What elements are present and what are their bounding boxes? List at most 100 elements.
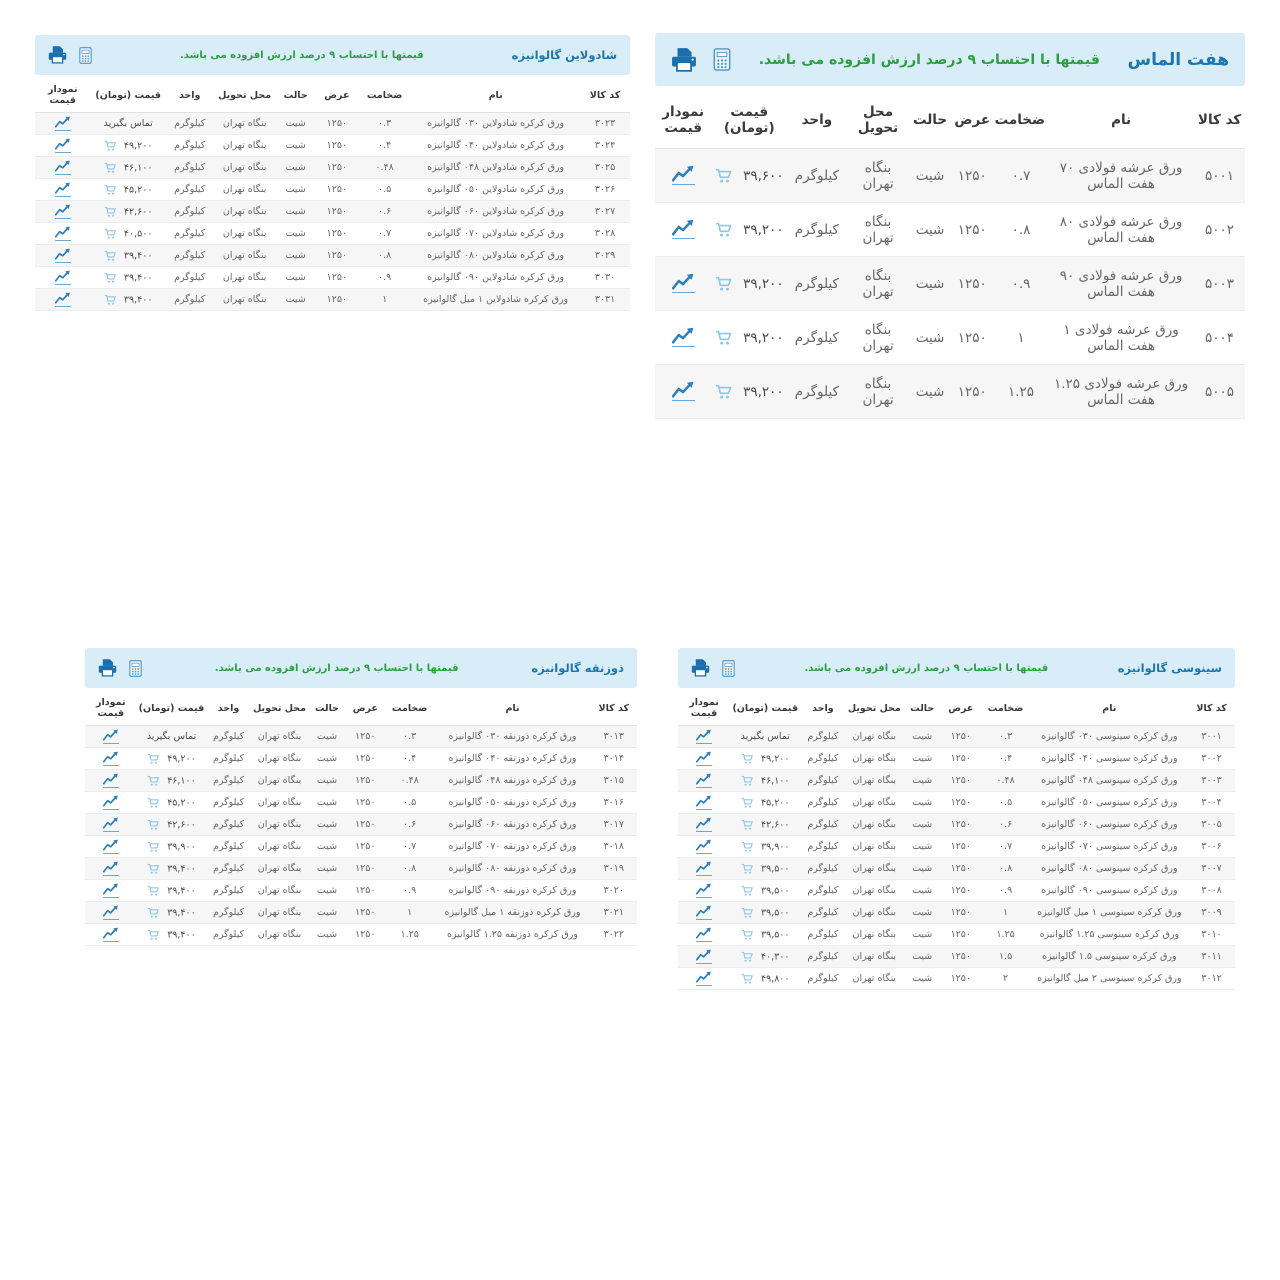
price-chart-link[interactable] xyxy=(54,226,71,241)
printer-icon[interactable] xyxy=(691,659,710,677)
price-chart-link[interactable] xyxy=(102,861,119,876)
cart-icon[interactable] xyxy=(147,929,160,941)
price-chart-link[interactable] xyxy=(102,817,119,832)
cart-icon[interactable] xyxy=(715,168,733,184)
price-chart-link[interactable] xyxy=(102,839,119,854)
cart-icon[interactable] xyxy=(741,907,754,919)
cart-icon[interactable] xyxy=(147,819,160,831)
price-chart-link[interactable] xyxy=(54,116,71,131)
price-value: ۳۹,۹۰۰ xyxy=(167,841,196,852)
calculator-icon[interactable] xyxy=(722,659,735,677)
price-chart-link[interactable] xyxy=(671,273,695,293)
price-chart-link[interactable] xyxy=(54,270,71,285)
cart-icon[interactable] xyxy=(104,140,117,152)
cart-icon[interactable] xyxy=(715,276,733,292)
cart-icon[interactable] xyxy=(147,775,160,787)
cart-icon[interactable] xyxy=(741,753,754,765)
price-chart-link[interactable] xyxy=(695,927,713,942)
price-chart-link[interactable] xyxy=(671,219,695,239)
cart-icon[interactable] xyxy=(147,885,160,897)
cart-icon[interactable] xyxy=(147,753,160,765)
price-chart-link[interactable] xyxy=(102,883,119,898)
cart-icon[interactable] xyxy=(104,294,117,306)
product-name: ورق کرکره شادولاین ۰۸۰ گالوانیزه xyxy=(411,244,581,267)
product-name: ورق کرکره سینوسی ۱.۵ گالوانیزه xyxy=(1030,945,1189,968)
printer-icon[interactable] xyxy=(48,46,67,64)
table-header-bar: شادولاین گالوانیزه قیمتها با احتساب ۹ در… xyxy=(35,35,630,75)
cart-icon[interactable] xyxy=(741,951,754,963)
price-chart-link[interactable] xyxy=(695,883,713,898)
delivery-location: بنگاه تهران xyxy=(845,967,904,990)
cart-icon[interactable] xyxy=(741,775,754,787)
calculator-icon[interactable] xyxy=(713,48,731,71)
price-chart-link[interactable] xyxy=(671,165,695,185)
cart-icon[interactable] xyxy=(715,384,733,400)
price-chart-link[interactable] xyxy=(102,729,119,744)
price-chart-link[interactable] xyxy=(54,182,71,197)
price-chart-link[interactable] xyxy=(54,204,71,219)
width-value: ۱۲۵۰ xyxy=(950,364,994,419)
price-chart-link[interactable] xyxy=(695,861,713,876)
cart-icon[interactable] xyxy=(741,819,754,831)
cart-icon[interactable] xyxy=(104,206,117,218)
price-chart-icon xyxy=(695,817,712,829)
cart-icon[interactable] xyxy=(741,929,754,941)
price-chart-link[interactable] xyxy=(695,949,713,964)
width-value: ۱۲۵۰ xyxy=(950,256,994,311)
column-header: واحد xyxy=(165,78,214,113)
price-chart-link[interactable] xyxy=(695,773,713,788)
price-chart-link[interactable] xyxy=(695,729,713,744)
cart-icon[interactable] xyxy=(147,841,160,853)
cart-icon[interactable] xyxy=(147,797,160,809)
price-chart-link[interactable] xyxy=(671,381,695,401)
price-cell: ۴۶,۱۰۰ xyxy=(90,156,166,179)
price-chart-link[interactable] xyxy=(102,751,119,766)
calculator-icon[interactable] xyxy=(79,46,92,64)
cart-icon[interactable] xyxy=(741,885,754,897)
price-chart-link[interactable] xyxy=(695,751,713,766)
cart-icon[interactable] xyxy=(104,272,117,284)
cart-icon[interactable] xyxy=(147,907,160,919)
cart-icon[interactable] xyxy=(147,863,160,875)
cart-icon[interactable] xyxy=(741,797,754,809)
price-chart-link[interactable] xyxy=(102,927,119,942)
price-chart-icon xyxy=(54,160,71,172)
column-header: عرض xyxy=(315,78,358,113)
state-value: شیت xyxy=(909,310,951,365)
cart-icon[interactable] xyxy=(104,162,117,174)
price-chart-link[interactable] xyxy=(102,773,119,788)
cart-icon[interactable] xyxy=(741,841,754,853)
printer-icon[interactable] xyxy=(98,659,117,677)
width-value: ۱۲۵۰ xyxy=(345,813,385,836)
printer-icon[interactable] xyxy=(671,47,697,72)
unit-value: کیلوگرم xyxy=(165,112,214,135)
state-value: شیت xyxy=(275,288,316,311)
cart-icon[interactable] xyxy=(741,973,754,985)
calculator-icon[interactable] xyxy=(129,659,142,677)
price-cell: ۳۹,۹۰۰ xyxy=(730,835,801,858)
price-chart-link[interactable] xyxy=(695,795,713,810)
cart-icon[interactable] xyxy=(715,330,733,346)
price-chart-link[interactable] xyxy=(695,817,713,832)
price-chart-link[interactable] xyxy=(695,905,713,920)
price-chart-link[interactable] xyxy=(54,160,71,175)
thickness-value: ۰.۹ xyxy=(384,879,435,902)
chart-cell xyxy=(655,310,712,365)
price-chart-link[interactable] xyxy=(102,795,119,810)
price-chart-link[interactable] xyxy=(695,839,713,854)
price-chart-link[interactable] xyxy=(695,971,713,986)
price-chart-icon xyxy=(54,226,71,238)
price-chart-link[interactable] xyxy=(54,138,71,153)
price-chart-link[interactable] xyxy=(54,248,71,263)
cart-icon[interactable] xyxy=(104,250,117,262)
cart-icon[interactable] xyxy=(715,222,733,238)
width-value: ۱۲۵۰ xyxy=(345,879,385,902)
cart-icon[interactable] xyxy=(104,228,117,240)
thickness-value: ۰.۵ xyxy=(357,178,412,201)
price-chart-link[interactable] xyxy=(102,905,119,920)
cart-icon[interactable] xyxy=(104,184,117,196)
cart-icon[interactable] xyxy=(741,863,754,875)
delivery-location: بنگاه تهران xyxy=(846,148,910,203)
price-chart-link[interactable] xyxy=(671,327,695,347)
price-chart-link[interactable] xyxy=(54,292,71,307)
